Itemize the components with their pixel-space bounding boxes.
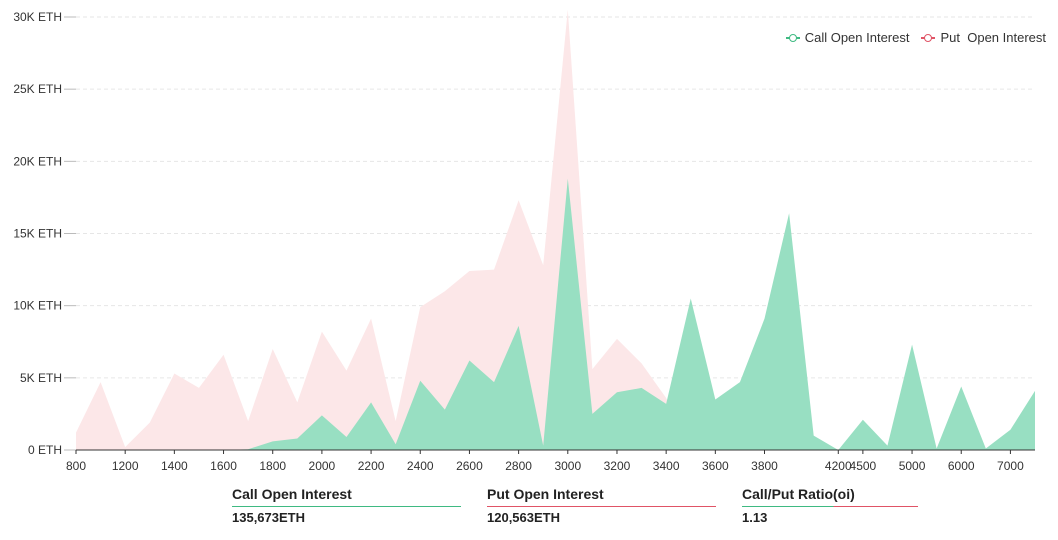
x-tick-label: 5000 [899,459,926,470]
x-tick-label: 800 [66,459,86,470]
stat-put-underline [487,506,716,507]
legend-call-label: Call Open Interest [804,30,910,45]
y-tick-label: 5K ETH [20,371,62,385]
stat-call-put-ratio: Call/Put Ratio(oi) 1.13 [742,486,918,525]
y-tick-label: 10K ETH [13,299,62,313]
x-tick-label: 3000 [554,459,581,470]
stat-ratio-underline [742,506,918,507]
y-tick-label: 30K ETH [13,10,62,24]
legend-put-label: Put Open Interest [940,30,1046,45]
x-tick-label: 7000 [997,459,1024,470]
summary-stats: Call Open Interest 135,673ETH Put Open I… [232,486,944,525]
call-legend-marker-icon [785,33,800,42]
put-series-area [76,9,1035,451]
legend: Call Open Interest Put Open Interest [785,30,1046,45]
x-tick-label: 2000 [309,459,336,470]
x-tick-label: 3800 [751,459,778,470]
y-tick-label: 0 ETH [28,443,62,457]
x-tick-label: 4500 [850,459,877,470]
call-series-area [76,178,1035,451]
y-tick-label: 25K ETH [13,82,62,96]
x-tick-label: 1400 [161,459,188,470]
x-tick-label: 2800 [505,459,532,470]
series-areas [76,9,1035,451]
x-tick-label: 2400 [407,459,434,470]
x-tick-label: 6000 [948,459,975,470]
open-interest-chart: 0 ETH 5K ETH 10K ETH 15K ETH 20K ETH 25K ETH 3… [13,9,1035,470]
y-tick-label: 20K ETH [13,154,62,168]
x-tick-label: 1800 [259,459,286,470]
stat-put-open-interest: Put Open Interest 120,563ETH [487,486,716,525]
x-tick-label: 1600 [210,459,237,470]
x-tick-label: 2200 [358,459,385,470]
stat-call-label: Call Open Interest [232,486,352,502]
legend-item-call[interactable]: Call Open Interest [785,30,910,45]
axes: 0 ETH 5K ETH 10K ETH 15K ETH 20K ETH 25K ETH 3… [13,10,1035,470]
x-tick-label: 2600 [456,459,483,470]
stat-call-value: 135,673ETH [232,510,305,525]
stat-call-open-interest: Call Open Interest 135,673ETH [232,486,461,525]
stat-ratio-label: Call/Put Ratio(oi) [742,486,855,502]
legend-item-put[interactable]: Put Open Interest [921,30,1046,45]
x-tick-label: 3200 [604,459,631,470]
stat-ratio-value: 1.13 [742,510,768,525]
stat-put-label: Put Open Interest [487,486,604,502]
x-tick-label: 1200 [112,459,139,470]
put-legend-marker-icon [921,33,936,42]
stat-call-underline [232,506,461,507]
x-tick-label: 3600 [702,459,729,470]
x-tick-label: 3400 [653,459,680,470]
y-tick-label: 15K ETH [13,227,62,241]
stat-put-value: 120,563ETH [487,510,560,525]
x-tick-label: 4200 [825,459,852,470]
